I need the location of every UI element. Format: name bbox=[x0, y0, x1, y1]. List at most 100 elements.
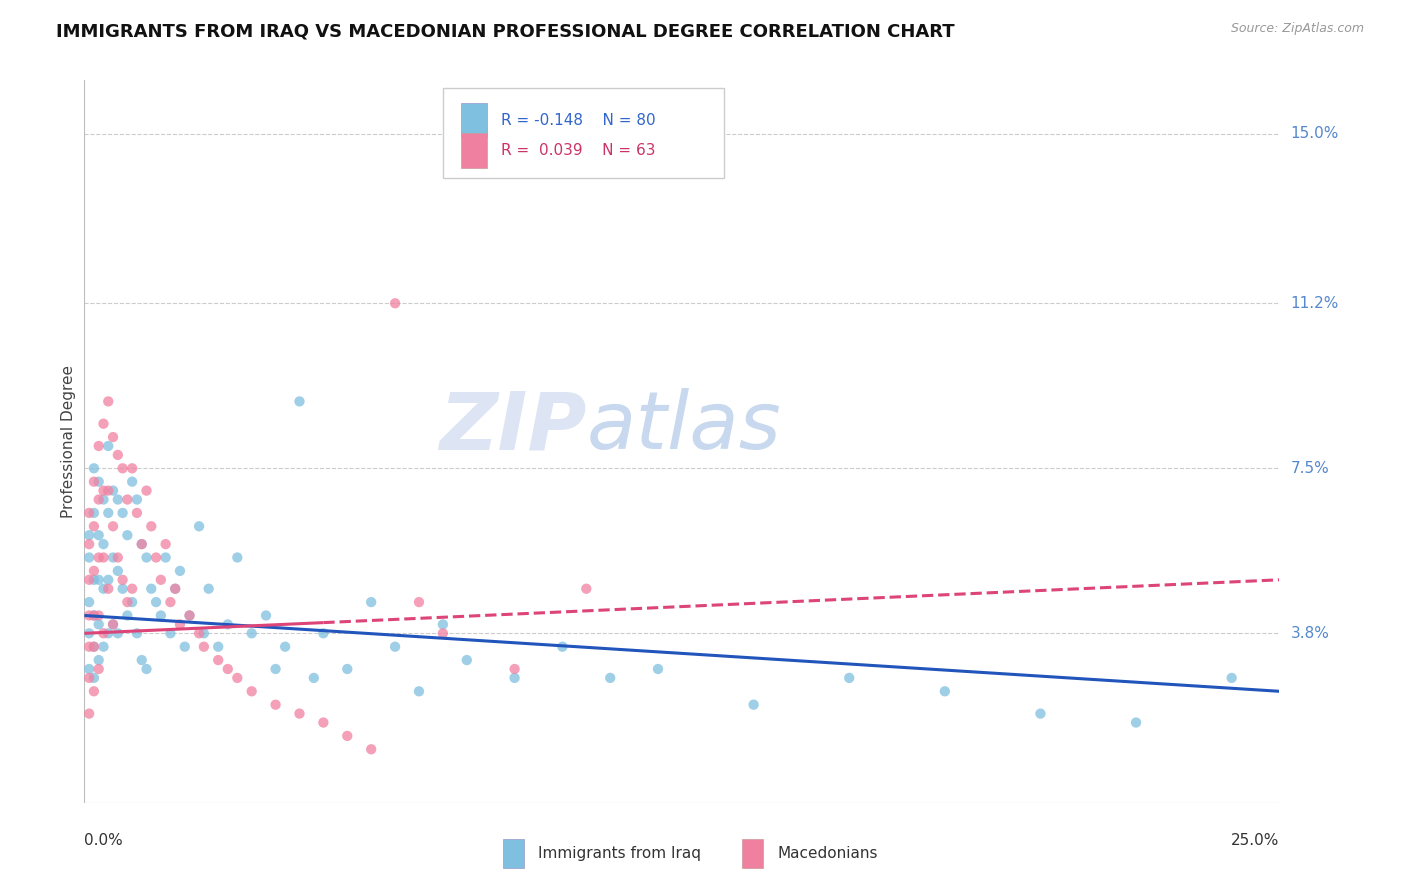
Point bbox=[135, 550, 157, 565]
Text: IMMIGRANTS FROM IRAQ VS MACEDONIAN PROFESSIONAL DEGREE CORRELATION CHART: IMMIGRANTS FROM IRAQ VS MACEDONIAN PROFE… bbox=[56, 22, 955, 40]
Point bbox=[742, 698, 765, 712]
FancyBboxPatch shape bbox=[742, 838, 763, 868]
Point bbox=[288, 706, 311, 721]
Point bbox=[432, 626, 454, 640]
Point bbox=[575, 582, 598, 596]
Point bbox=[240, 684, 263, 698]
Point bbox=[159, 626, 181, 640]
Point bbox=[384, 296, 406, 310]
Point bbox=[77, 528, 100, 542]
Point bbox=[97, 439, 120, 453]
Text: 0.0%: 0.0% bbox=[84, 833, 124, 848]
Point bbox=[101, 483, 124, 498]
FancyBboxPatch shape bbox=[443, 87, 724, 178]
Point bbox=[1220, 671, 1243, 685]
Point bbox=[83, 684, 105, 698]
Point bbox=[336, 729, 359, 743]
FancyBboxPatch shape bbox=[503, 838, 524, 868]
Point bbox=[125, 506, 148, 520]
Point bbox=[408, 684, 430, 698]
Point bbox=[111, 573, 134, 587]
Point bbox=[217, 662, 239, 676]
Point bbox=[336, 662, 359, 676]
Point bbox=[97, 582, 120, 596]
Point bbox=[155, 537, 177, 551]
Point bbox=[77, 640, 100, 654]
Point bbox=[107, 492, 129, 507]
Point bbox=[149, 608, 172, 623]
Point bbox=[97, 626, 120, 640]
FancyBboxPatch shape bbox=[461, 133, 486, 168]
Point bbox=[226, 671, 249, 685]
Point bbox=[121, 475, 143, 489]
Point bbox=[165, 582, 187, 596]
Point bbox=[107, 564, 129, 578]
Point bbox=[117, 492, 139, 507]
Point bbox=[647, 662, 669, 676]
Y-axis label: Professional Degree: Professional Degree bbox=[60, 365, 76, 518]
Point bbox=[145, 550, 167, 565]
Point bbox=[77, 706, 100, 721]
Point bbox=[83, 573, 105, 587]
Point bbox=[240, 626, 263, 640]
Text: 15.0%: 15.0% bbox=[1291, 127, 1339, 141]
Point bbox=[87, 528, 110, 542]
Point bbox=[97, 573, 120, 587]
Point bbox=[83, 475, 105, 489]
Point bbox=[83, 564, 105, 578]
Point bbox=[503, 662, 526, 676]
Text: 25.0%: 25.0% bbox=[1232, 833, 1279, 848]
Point bbox=[107, 448, 129, 462]
Point bbox=[384, 640, 406, 654]
Text: R =  0.039    N = 63: R = 0.039 N = 63 bbox=[502, 143, 657, 158]
Point bbox=[141, 582, 163, 596]
Point bbox=[193, 626, 215, 640]
Point bbox=[838, 671, 860, 685]
Point bbox=[83, 640, 105, 654]
Point bbox=[101, 617, 124, 632]
Point bbox=[93, 417, 115, 431]
Point bbox=[83, 671, 105, 685]
Point bbox=[87, 492, 110, 507]
Point bbox=[312, 715, 335, 730]
Point bbox=[193, 640, 215, 654]
Point bbox=[77, 550, 100, 565]
Text: Immigrants from Iraq: Immigrants from Iraq bbox=[538, 846, 702, 861]
Point bbox=[97, 506, 120, 520]
Point bbox=[165, 582, 187, 596]
Point bbox=[197, 582, 219, 596]
Point bbox=[83, 608, 105, 623]
Point bbox=[87, 550, 110, 565]
Point bbox=[107, 626, 129, 640]
Point bbox=[145, 595, 167, 609]
Point bbox=[188, 626, 211, 640]
Point bbox=[93, 537, 115, 551]
Point bbox=[101, 617, 124, 632]
Point bbox=[77, 626, 100, 640]
Point bbox=[1125, 715, 1147, 730]
Point bbox=[169, 617, 191, 632]
Point bbox=[360, 742, 382, 756]
Point bbox=[117, 595, 139, 609]
Point bbox=[141, 519, 163, 533]
Point bbox=[302, 671, 325, 685]
Text: ZIP: ZIP bbox=[439, 388, 586, 467]
Point bbox=[179, 608, 201, 623]
Point bbox=[101, 430, 124, 444]
Text: 7.5%: 7.5% bbox=[1291, 461, 1329, 475]
Point bbox=[77, 608, 100, 623]
Point bbox=[131, 653, 153, 667]
Text: atlas: atlas bbox=[586, 388, 782, 467]
Point bbox=[121, 595, 143, 609]
Point bbox=[87, 573, 110, 587]
Point bbox=[432, 617, 454, 632]
Point bbox=[93, 492, 115, 507]
Point bbox=[93, 626, 115, 640]
Point bbox=[131, 537, 153, 551]
Point bbox=[87, 439, 110, 453]
Point bbox=[288, 394, 311, 409]
Point bbox=[125, 492, 148, 507]
Point bbox=[97, 483, 120, 498]
Point bbox=[155, 550, 177, 565]
Point bbox=[83, 640, 105, 654]
